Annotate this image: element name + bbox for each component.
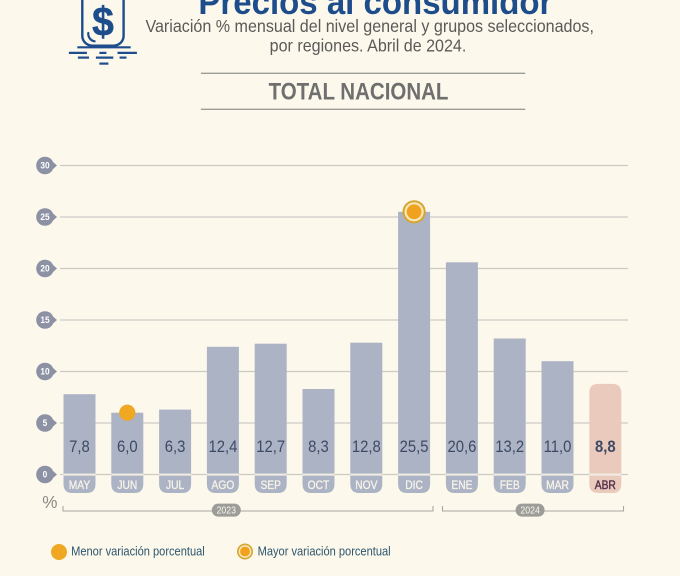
svg-text:2024: 2024 xyxy=(520,505,540,517)
svg-text:15: 15 xyxy=(40,315,50,325)
svg-text:11,0: 11,0 xyxy=(544,438,572,456)
svg-text:13,2: 13,2 xyxy=(495,438,524,456)
svg-text:5: 5 xyxy=(43,418,48,428)
svg-text:OCT: OCT xyxy=(308,479,330,492)
svg-text:FEB: FEB xyxy=(500,479,520,492)
svg-text:10: 10 xyxy=(40,366,50,376)
svg-text:12,4: 12,4 xyxy=(208,438,237,456)
svg-text:6,0: 6,0 xyxy=(117,438,138,456)
svg-text:7,8: 7,8 xyxy=(69,438,90,456)
svg-text:8,3: 8,3 xyxy=(308,438,329,456)
svg-text:25: 25 xyxy=(40,212,50,222)
svg-text:MAY: MAY xyxy=(69,479,91,492)
svg-text:JUN: JUN xyxy=(117,479,137,492)
svg-text:%: % xyxy=(42,492,57,513)
svg-text:Precios al consumidor: Precios al consumidor xyxy=(198,0,552,22)
svg-text:6,3: 6,3 xyxy=(165,438,186,456)
svg-text:Mayor variación porcentual: Mayor variación porcentual xyxy=(258,544,391,559)
svg-text:0: 0 xyxy=(43,469,48,479)
svg-text:20,6: 20,6 xyxy=(447,438,476,456)
svg-text:AGO: AGO xyxy=(212,479,235,492)
svg-text:DIC: DIC xyxy=(405,479,423,492)
svg-text:8,8: 8,8 xyxy=(595,438,616,456)
svg-text:NOV: NOV xyxy=(355,479,378,492)
svg-text:TOTAL NACIONAL: TOTAL NACIONAL xyxy=(269,78,449,105)
svg-text:12,7: 12,7 xyxy=(256,438,285,456)
svg-text:ENE: ENE xyxy=(451,479,472,492)
svg-text:20: 20 xyxy=(40,263,50,273)
svg-text:MAR: MAR xyxy=(546,479,569,492)
svg-text:JUL: JUL xyxy=(166,479,184,492)
svg-text:Variación % mensual del nivel: Variación % mensual del nivel general y … xyxy=(145,16,594,36)
svg-text:$: $ xyxy=(92,0,114,45)
svg-text:12,8: 12,8 xyxy=(352,438,381,456)
svg-text:30: 30 xyxy=(40,160,50,170)
svg-text:25,5: 25,5 xyxy=(400,438,429,456)
svg-text:ABR: ABR xyxy=(595,479,616,492)
svg-text:SEP: SEP xyxy=(260,479,281,492)
svg-text:por regiones. Abril de 2024.: por regiones. Abril de 2024. xyxy=(270,36,467,56)
svg-text:2023: 2023 xyxy=(217,505,236,517)
svg-text:Menor variación porcentual: Menor variación porcentual xyxy=(71,544,205,559)
